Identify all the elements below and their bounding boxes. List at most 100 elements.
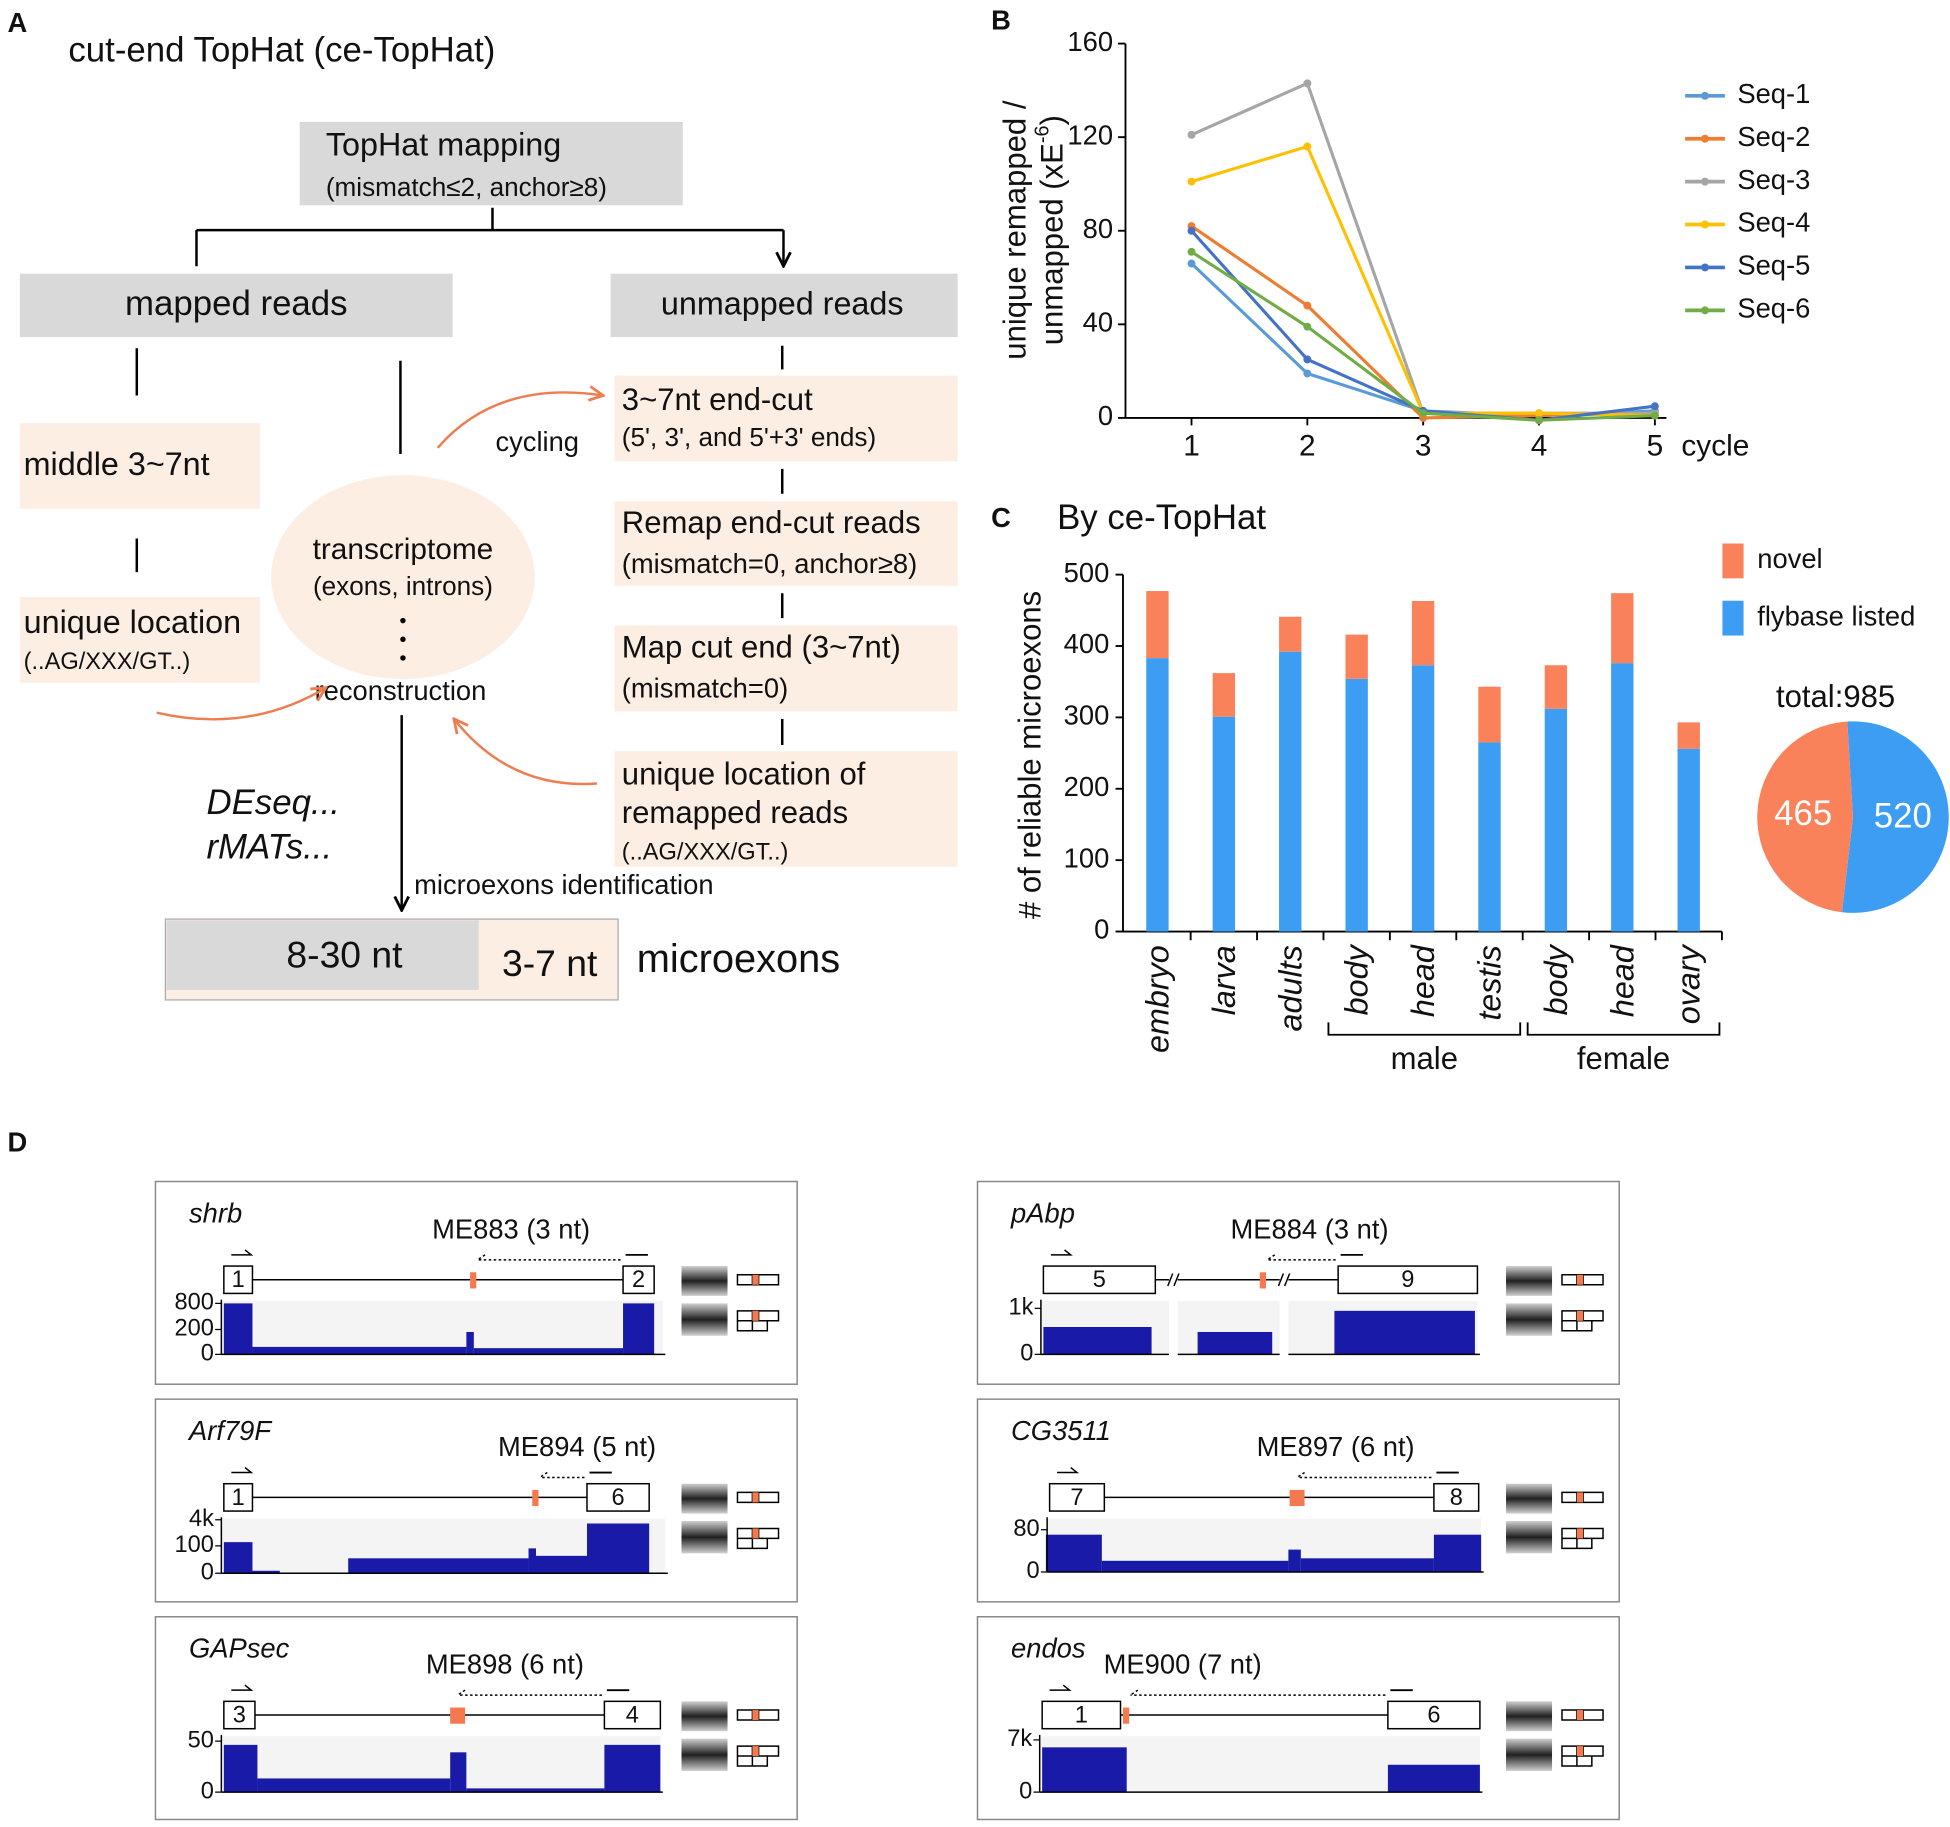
coverage: [252, 1570, 280, 1574]
y-tick-label: 0: [1094, 914, 1109, 945]
y-tick-label: 100: [1064, 842, 1110, 873]
y-tick-label: 500: [1064, 557, 1110, 588]
gel-band: [1506, 1266, 1553, 1296]
coverage: [604, 1744, 661, 1793]
circle: [400, 636, 406, 643]
box-text: (5', 3', and 5'+3' ends): [622, 422, 876, 452]
point: [1535, 409, 1544, 418]
legend-label: Seq-6: [1737, 293, 1810, 324]
break: [1169, 1300, 1178, 1356]
exon-number: 9: [1401, 1267, 1414, 1293]
group-bracket: [1526, 1022, 1721, 1036]
point: [1650, 402, 1659, 411]
box: [610, 273, 958, 338]
legend-swatch: [1722, 600, 1744, 636]
coverage: [466, 1331, 474, 1355]
coverage: [348, 1558, 529, 1574]
exon-number: 1: [1075, 1702, 1088, 1728]
dots: [400, 617, 406, 661]
y-tick-label: 50: [188, 1727, 214, 1753]
x-tick-label: head: [1405, 944, 1441, 1017]
y-tick-label: 0: [1098, 400, 1113, 431]
y-tick-label: 200: [174, 1316, 213, 1342]
coverage: [473, 1348, 624, 1355]
y-tick-label: 160: [1067, 26, 1113, 57]
legend-label: Seq-5: [1737, 250, 1810, 281]
isoform-icon: [752, 1746, 759, 1757]
box: [614, 751, 958, 867]
legend-label: Seq-1: [1737, 78, 1810, 109]
box-text: 3-7 nt: [502, 942, 598, 984]
exon-number: 5: [1093, 1267, 1106, 1293]
title: By ce-TopHat: [1057, 498, 1266, 537]
box-text: (mismatch≤2, anchor≥8): [326, 172, 607, 202]
panel-label: B: [991, 5, 1011, 36]
coverage: [1288, 1549, 1301, 1572]
x-tick-label: 4: [1531, 430, 1548, 463]
exon: [1042, 1265, 1157, 1295]
pie-title: total:985: [1776, 679, 1895, 714]
box-text: (..AG/XXX/GT..): [24, 649, 191, 675]
bar-segment: [1212, 716, 1236, 932]
primer: [1296, 1471, 1432, 1479]
microexon-label: ME884 (3 nt): [1231, 1213, 1389, 1244]
label: DEseq...: [206, 783, 340, 822]
box: [299, 121, 683, 206]
y-tick-label: 0: [201, 1341, 214, 1367]
exon-number: 4: [626, 1702, 639, 1728]
coverage: [1387, 1764, 1480, 1793]
primer: [1050, 1249, 1073, 1256]
gel-band: [1506, 1521, 1553, 1554]
box: [19, 596, 260, 683]
exon: [1337, 1265, 1479, 1295]
bar-segment: [1146, 591, 1169, 659]
arrow: [156, 688, 326, 721]
isoform-icon: [1576, 1274, 1584, 1285]
box-text: remapped reads: [622, 795, 848, 830]
panel-label: C: [991, 502, 1011, 533]
coverage: [1043, 1327, 1152, 1355]
coverage: [223, 1303, 253, 1355]
point: [1187, 259, 1196, 268]
legend-swatch: [1701, 91, 1709, 100]
bar-segment: [1411, 665, 1435, 932]
y-tick-label: 1k: [1009, 1295, 1034, 1321]
isoform-icon: [752, 1528, 759, 1539]
box-text: (exons, introns): [313, 571, 493, 601]
y-tick-label: 120: [1067, 119, 1113, 150]
pie-value-label: 465: [1774, 794, 1832, 833]
y-tick-label: 0: [1019, 1778, 1032, 1804]
bar-segment: [1345, 678, 1368, 932]
gel-band: [1506, 1483, 1553, 1514]
box-text: (..AG/XXX/GT..): [622, 839, 789, 865]
connector: [196, 207, 784, 232]
microexon-label: ME883 (3 nt): [432, 1213, 590, 1244]
gene-track: endos ME900 (7 nt) 7k 0 1 6: [976, 1616, 1620, 1821]
gene-name: endos: [1011, 1633, 1086, 1664]
legend-swatch: [1701, 263, 1709, 272]
label: cycling: [495, 426, 579, 457]
primer: [1057, 1466, 1080, 1474]
gel-band: [681, 1483, 728, 1514]
isoform-icon: [752, 1710, 759, 1720]
point: [1187, 226, 1196, 235]
y-tick-label: 200: [1064, 771, 1110, 802]
y-tick-label: 0: [201, 1559, 214, 1585]
box-text: (mismatch=0, anchor≥8): [622, 548, 917, 579]
break: [1279, 1273, 1289, 1286]
gene-name: CG3511: [1011, 1415, 1111, 1446]
pie-slice: [1841, 721, 1949, 913]
y-axis-label: # of reliable microexons: [1012, 591, 1047, 919]
bar-segment: [1478, 742, 1501, 932]
y-axis-label: unmapped (xE-6): [1032, 115, 1070, 345]
label: microexons identification: [414, 869, 713, 900]
x-tick-label: body: [1538, 943, 1574, 1015]
microexon: [470, 1272, 477, 1289]
bar-segment: [1345, 634, 1368, 679]
track-frame: [154, 1616, 798, 1821]
line: [1190, 229, 1656, 422]
y-axis-label: ): [1035, 115, 1070, 125]
y-tick-label: 4k: [189, 1506, 214, 1532]
box-text: Map cut end (3~7nt): [622, 629, 901, 664]
